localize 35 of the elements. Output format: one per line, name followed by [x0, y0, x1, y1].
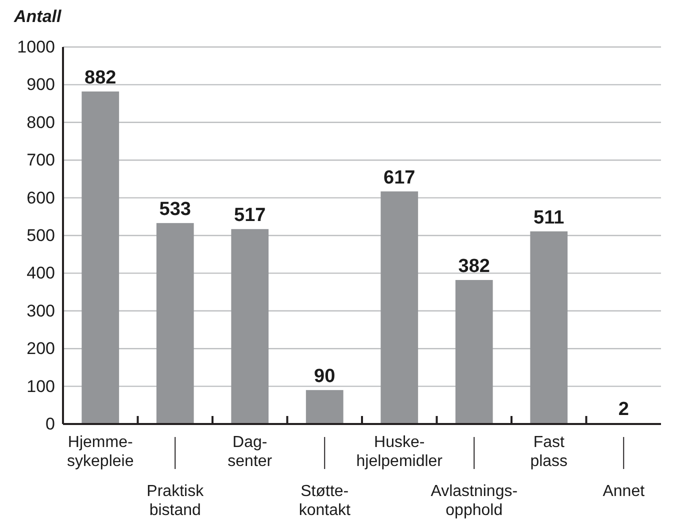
y-tick-label: 100: [26, 376, 55, 396]
data-label: 511: [534, 207, 565, 228]
y-tick-label: 600: [26, 188, 55, 208]
y-tick-label: 800: [26, 112, 55, 132]
y-tick-label: 0: [46, 414, 55, 434]
data-label: 382: [458, 256, 490, 277]
x-tick-label: Hjemme- sykepleie: [67, 434, 134, 470]
x-tick-label: Annet: [602, 483, 646, 500]
y-tick-label: 300: [26, 301, 55, 320]
bar: [530, 231, 568, 424]
y-axis-title: Antall: [13, 7, 62, 26]
data-label: 90: [314, 366, 336, 388]
x-tick-label: Støtte- kontakt: [298, 483, 351, 519]
x-tick-label: Fast plass: [530, 434, 568, 470]
y-tick-label: 1000: [17, 37, 55, 56]
data-label: 517: [234, 205, 266, 226]
y-tick-label: 500: [26, 226, 55, 245]
data-label: 617: [384, 167, 416, 188]
data-label: 882: [84, 67, 116, 88]
bar: [231, 229, 269, 424]
x-tick-label: Dag- senter: [228, 434, 273, 470]
data-label: 533: [159, 199, 191, 220]
bar: [82, 91, 120, 424]
bar: [455, 280, 493, 424]
data-label: 2: [618, 399, 629, 420]
y-tick-label: 200: [26, 339, 55, 358]
bar: [380, 191, 418, 424]
x-tick-label: Praktisk bistand: [146, 483, 205, 519]
y-tick-label: 700: [26, 150, 55, 170]
y-tick-label: 900: [26, 75, 55, 94]
bar: [306, 390, 344, 424]
bar: [156, 223, 194, 424]
x-tick-label: Avlastnings- opphold: [430, 483, 518, 519]
x-tick-label: Huske- hjelpemidler: [356, 434, 444, 470]
y-tick-label: 400: [26, 264, 55, 283]
